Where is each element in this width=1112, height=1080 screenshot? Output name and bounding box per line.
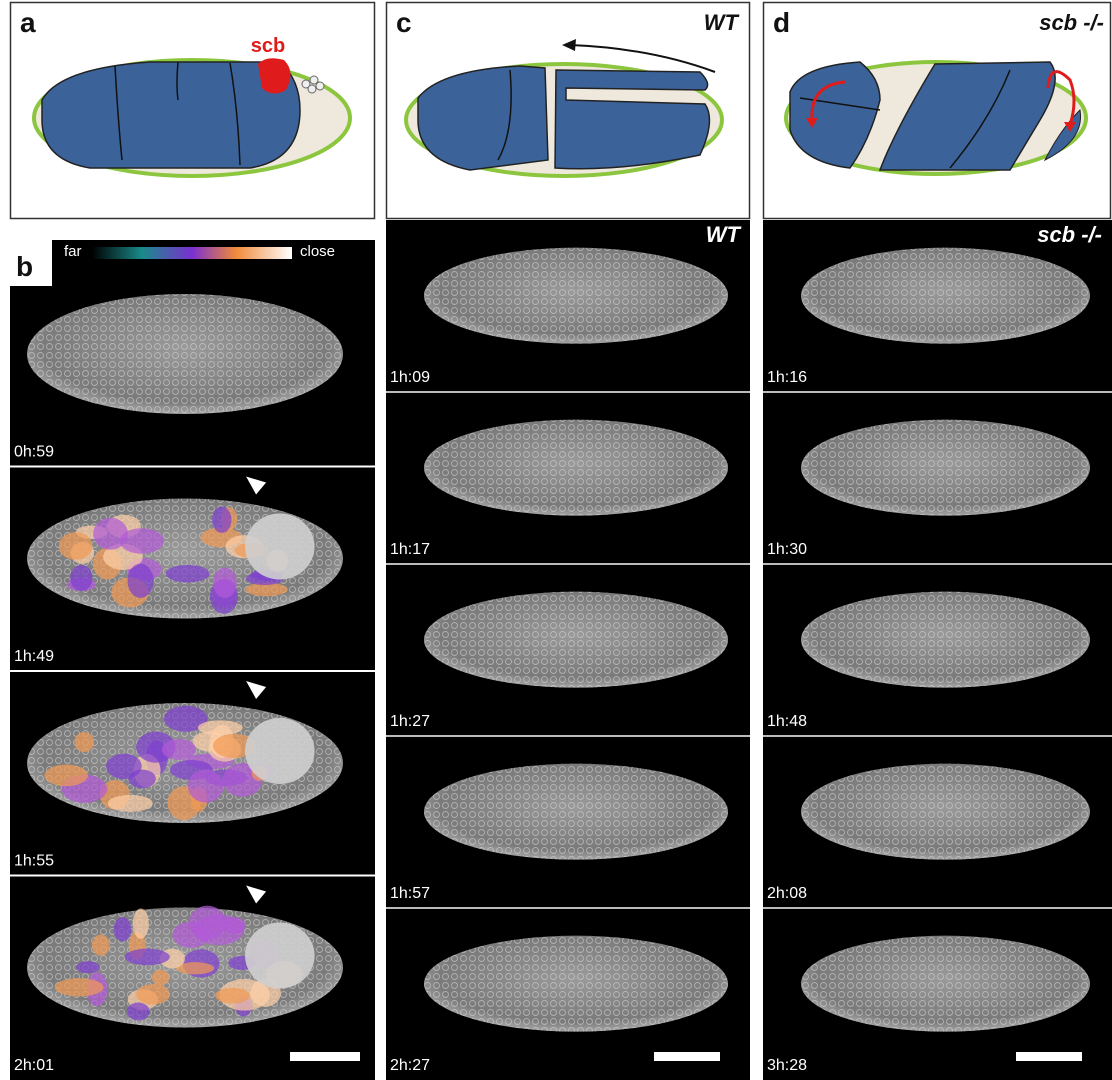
depth-patch [108, 795, 153, 812]
depth-patch [114, 917, 132, 941]
figure: a scb c WT d scb -/- b far [0, 0, 1112, 1080]
scale-bar [654, 1052, 720, 1061]
timepoint: 1h:16 [767, 369, 807, 386]
scale-bar [290, 1052, 360, 1061]
embryo-cells [801, 764, 1090, 860]
genotype: scb -/- [1039, 10, 1104, 35]
timepoint: 2h:27 [390, 1057, 430, 1074]
depth-patch [59, 532, 93, 560]
embryo-cells [424, 420, 728, 516]
panel-label: a [20, 7, 36, 38]
depth-patch [128, 564, 154, 598]
colorbar-high: close [300, 243, 335, 260]
embryo-cells [424, 248, 728, 344]
depth-patch [212, 507, 231, 533]
panel-c: c WT [387, 3, 750, 219]
timepoint: 2h:08 [767, 885, 807, 902]
embryo-cells [424, 764, 728, 860]
depth-patch [127, 1003, 150, 1021]
panel-label: d [773, 7, 790, 38]
scb-domain [258, 58, 291, 93]
timepoint: 1h:57 [390, 885, 430, 902]
embryo-cells [424, 936, 728, 1032]
depth-patch [44, 764, 88, 786]
depth-patch [106, 754, 142, 779]
scale-bar [1016, 1052, 1082, 1061]
fold [245, 514, 315, 580]
timepoint: 1h:55 [14, 853, 54, 870]
depth-patch [70, 565, 92, 591]
depth-patch [92, 934, 110, 955]
panel-label: c [396, 7, 412, 38]
timepoint: 1h:09 [390, 369, 430, 386]
depth-patch [162, 739, 196, 760]
timepoint: 1h:17 [390, 541, 430, 558]
depth-patch [76, 961, 99, 973]
timepoint: 2h:01 [14, 1057, 54, 1074]
timepoint: 1h:30 [767, 541, 807, 558]
depth-patch [188, 769, 224, 802]
depth-patch [136, 984, 170, 1005]
embryo-cells [27, 294, 343, 414]
embryo-cells [801, 936, 1090, 1032]
depth-patch [213, 567, 237, 598]
embryo-cells [424, 592, 728, 688]
movie-label: WT [706, 222, 742, 247]
timepoint: 3h:28 [767, 1057, 807, 1074]
embryo-cells [801, 248, 1090, 344]
timepoint: 0h:59 [14, 444, 54, 461]
depth-patch [75, 732, 95, 752]
timepoint: 1h:48 [767, 713, 807, 730]
genotype: WT [704, 10, 740, 35]
embryo-cells [801, 592, 1090, 688]
depth-patch [133, 908, 149, 938]
page: a scb c WT d scb -/- b far [0, 0, 1112, 1080]
panel-a: a scb [11, 3, 375, 219]
depth-patch [189, 906, 226, 940]
depth-patch [166, 565, 210, 582]
movie-label: scb -/- [1037, 222, 1102, 247]
embryo-cells [801, 420, 1090, 516]
colorbar [92, 247, 292, 259]
timepoint: 1h:49 [14, 648, 54, 665]
depth-patch [125, 949, 170, 966]
fold [245, 718, 315, 784]
depth-patch [152, 970, 169, 986]
embryo-tissue [555, 70, 709, 169]
timepoint: 1h:27 [390, 713, 430, 730]
depth-patch [93, 518, 128, 550]
panel-label: b [16, 251, 33, 282]
panel-d: d scb -/- [764, 3, 1111, 219]
depth-patch [55, 978, 104, 996]
fold [245, 923, 315, 989]
annotation: scb [251, 35, 285, 57]
depth-patch [215, 988, 250, 1004]
colorbar-low: far [64, 243, 82, 260]
